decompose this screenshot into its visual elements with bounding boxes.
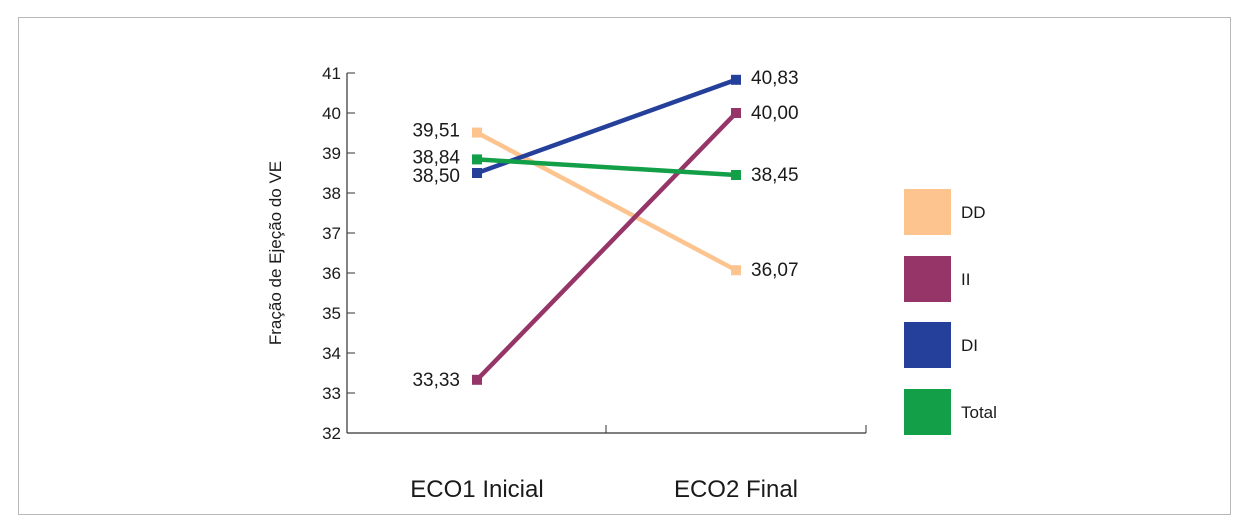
legend-label-dd: DD xyxy=(961,203,986,222)
value-label-total: 38,84 xyxy=(412,147,460,168)
data-point-dd xyxy=(731,265,741,276)
legend-label-ii: II xyxy=(961,270,970,289)
y-tick-label: 32 xyxy=(322,424,341,443)
x-tick-label: ECO1 Inicial xyxy=(410,476,543,503)
legend-swatch-dd xyxy=(904,189,951,235)
data-point-di xyxy=(731,74,741,85)
series-line-ii xyxy=(475,111,738,382)
value-label-di: 38,50 xyxy=(412,166,460,187)
value-label-di: 40,83 xyxy=(751,68,799,89)
y-tick-label: 34 xyxy=(322,344,341,363)
y-tick-label: 39 xyxy=(322,144,341,163)
y-axis-label: Fração de Ejeção do VE xyxy=(266,161,285,345)
value-label-dd: 36,07 xyxy=(751,260,799,281)
data-point-dd xyxy=(472,127,482,138)
data-point-ii xyxy=(472,374,482,385)
y-tick-label: 41 xyxy=(322,64,341,83)
legend-swatch-ii xyxy=(904,256,951,302)
data-point-total xyxy=(731,170,741,180)
series-lines xyxy=(472,74,741,385)
y-tick-label: 37 xyxy=(322,224,341,243)
y-tick-label: 33 xyxy=(322,384,341,403)
data-labels: 39,51 36,07 33,33 40,00 38,50 40,83 38,84 38,45 xyxy=(412,68,798,391)
legend-label-total: Total xyxy=(961,403,997,422)
legend-swatch-total xyxy=(904,389,951,435)
y-tick-label: 35 xyxy=(322,304,341,323)
data-point-total xyxy=(472,154,482,165)
value-label-total: 38,45 xyxy=(751,165,799,186)
legend-label-di: DI xyxy=(961,336,978,355)
value-label-ii: 40,00 xyxy=(751,103,799,124)
y-tick-label: 36 xyxy=(322,264,341,283)
axes: 32 33 34 35 36 37 38 39 40 41 ECO1 Inicial ECO2 Fin… xyxy=(322,64,867,503)
value-label-dd: 39,51 xyxy=(412,121,460,142)
series-line-di xyxy=(476,77,737,176)
x-tick-label: ECO2 Final xyxy=(674,476,798,503)
chart-frame xyxy=(18,17,1231,515)
y-tick-label: 40 xyxy=(322,104,341,123)
series-line-total xyxy=(476,157,737,178)
y-tick-label: 38 xyxy=(322,184,341,203)
data-point-ii xyxy=(731,108,741,118)
data-point-di xyxy=(472,168,482,178)
legend: DD II DI Total xyxy=(904,189,997,435)
value-label-ii: 33,33 xyxy=(412,370,460,391)
legend-swatch-di xyxy=(904,322,951,368)
